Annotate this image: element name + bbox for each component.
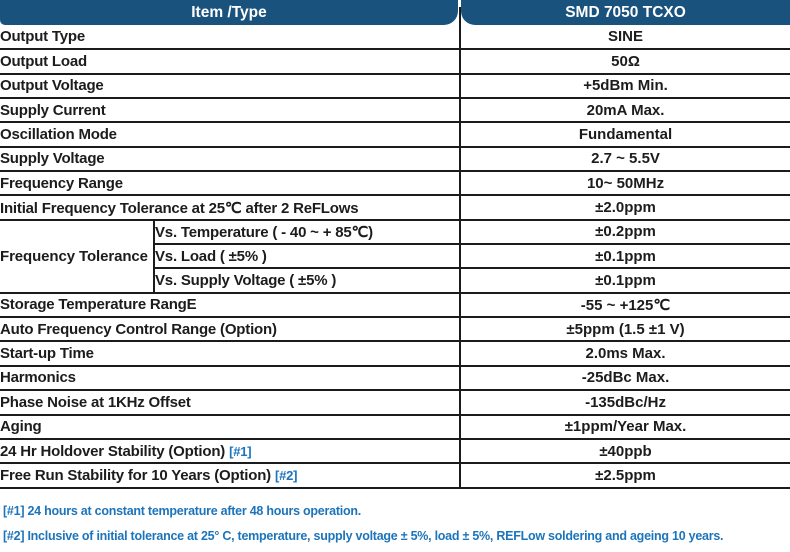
spec-row-tolerance: Vs. Load ( ±5% ) ±0.1ppm: [0, 244, 790, 270]
spec-item: Oscillation Mode: [0, 122, 461, 148]
spec-table: Output Type SINE Output Load 50Ω Output …: [0, 25, 790, 489]
spec-row-tolerance: Vs. Supply Voltage ( ±5% ) ±0.1ppm: [0, 268, 790, 294]
spec-value: +5dBm Min.: [459, 73, 790, 100]
spec-row: Free Run Stability for 10 Years (Option)…: [0, 463, 790, 489]
footnote-1: [#1] 24 hours at constant temperature af…: [3, 504, 361, 518]
spec-value: ±2.5ppm: [459, 463, 790, 489]
spec-item: Harmonics: [0, 365, 461, 392]
spec-item: Output Load: [0, 49, 461, 75]
spec-item-text: Free Run Stability for 10 Years (Option): [0, 466, 271, 484]
spec-row: Phase Noise at 1KHz Offset -135dBc/Hz: [0, 390, 790, 416]
spec-item: Phase Noise at 1KHz Offset: [0, 390, 461, 416]
spec-value: ±40ppb: [459, 438, 790, 465]
spec-item: Initial Frequency Tolerance at 25℃ after…: [0, 195, 461, 221]
spec-value: 10~ 50MHz: [459, 171, 790, 197]
spec-row: Supply Current 20mA Max.: [0, 98, 790, 124]
spec-item: Supply Voltage: [0, 146, 461, 173]
spec-item: Storage Temperature RangE: [0, 292, 461, 319]
spec-item: Auto Frequency Control Range (Option): [0, 317, 461, 343]
footnote-ref-1: [#1]: [229, 443, 252, 459]
spec-row: Output Load 50Ω: [0, 49, 790, 75]
spec-row: Storage Temperature RangE -55 ~ +125℃: [0, 292, 790, 319]
header-product-name: SMD 7050 TCXO: [461, 0, 790, 25]
spec-value: ±2.0ppm: [459, 195, 790, 221]
spec-sub-item: Vs. Temperature ( - 40 ~ + 85℃): [152, 219, 461, 246]
spec-sub-item: Vs. Load ( ±5% ): [152, 244, 461, 270]
spec-value: Fundamental: [459, 122, 790, 148]
spec-row: Auto Frequency Control Range (Option) ±5…: [0, 317, 790, 343]
spec-value: ±0.1ppm: [459, 268, 790, 294]
spec-value: -25dBc Max.: [459, 365, 790, 392]
spec-item-text: 24 Hr Holdover Stability (Option): [0, 442, 226, 460]
spec-item: Free Run Stability for 10 Years (Option)…: [0, 463, 461, 489]
spec-item: Output Type: [0, 25, 461, 51]
header-item-type: Item /Type: [0, 0, 458, 25]
spec-row: Frequency Range 10~ 50MHz: [0, 171, 790, 197]
spec-row: Output Type SINE: [0, 25, 790, 51]
spec-value: ±5ppm (1.5 ±1 V): [459, 317, 790, 343]
spec-item: Start-up Time: [0, 341, 461, 367]
spec-item: Supply Current: [0, 98, 461, 124]
spec-value: ±1ppm/Year Max.: [459, 414, 790, 440]
footnote-2: [#2] Inclusive of initial tolerance at 2…: [3, 529, 724, 543]
spec-row: Oscillation Mode Fundamental: [0, 122, 790, 148]
spec-value: 2.0ms Max.: [459, 341, 790, 367]
tolerance-group-label: Frequency Tolerance: [0, 219, 154, 294]
spec-value: 2.7 ~ 5.5V: [459, 146, 790, 173]
spec-value: SINE: [459, 25, 790, 51]
spec-sub-item: Vs. Supply Voltage ( ±5% ): [152, 268, 461, 294]
spec-item: Aging: [0, 414, 461, 440]
spec-value: -135dBc/Hz: [459, 390, 790, 416]
spec-value: ±0.1ppm: [459, 244, 790, 270]
spec-item: Frequency Range: [0, 171, 461, 197]
spec-row: Supply Voltage 2.7 ~ 5.5V: [0, 146, 790, 173]
footnote-ref-2: [#2]: [274, 467, 298, 483]
spec-value: 20mA Max.: [459, 98, 790, 124]
spec-value: -55 ~ +125℃: [459, 292, 790, 319]
spec-item: 24 Hr Holdover Stability (Option) [#1]: [0, 438, 461, 465]
spec-row: 24 Hr Holdover Stability (Option) [#1] ±4…: [0, 438, 790, 465]
spec-row: Start-up Time 2.0ms Max.: [0, 341, 790, 367]
spec-row-tolerance: Frequency Tolerance Vs. Temperature ( - …: [0, 219, 790, 294]
spec-row: Aging ±1ppm/Year Max.: [0, 414, 790, 440]
spec-row: Initial Frequency Tolerance at 25℃ after…: [0, 195, 790, 221]
spec-item: Output Voltage: [0, 73, 461, 100]
header-column-divider: [459, 7, 461, 25]
spec-row: Harmonics -25dBc Max.: [0, 365, 790, 392]
spec-row: Output Voltage +5dBm Min.: [0, 73, 790, 100]
spec-value: ±0.2ppm: [459, 219, 790, 246]
spec-value: 50Ω: [459, 49, 790, 75]
